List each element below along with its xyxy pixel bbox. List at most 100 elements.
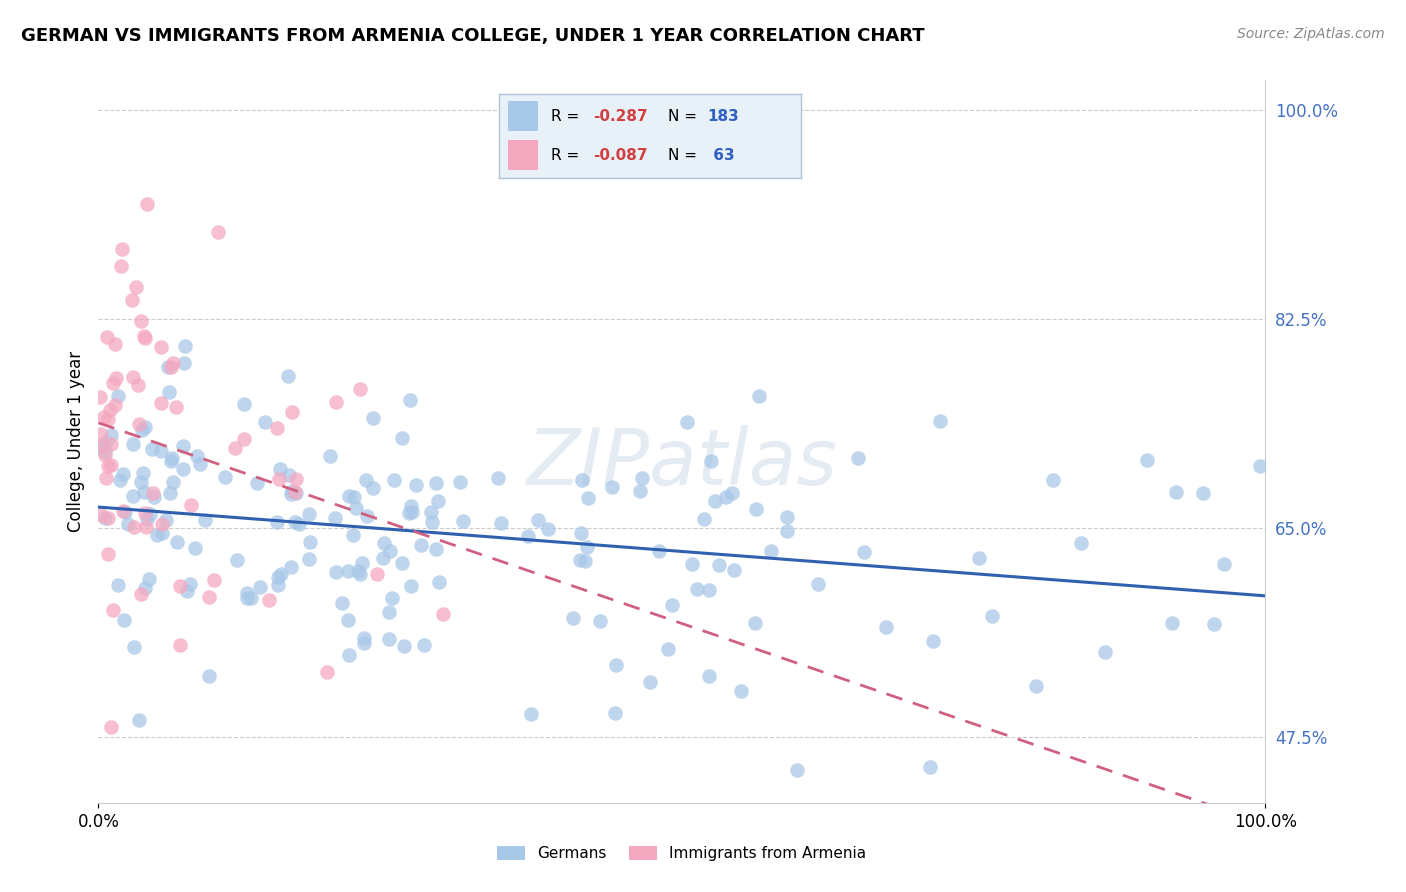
- Point: [648, 543, 671, 558]
- Point: [337, 489, 360, 503]
- Point: [748, 388, 770, 402]
- Point: [165, 401, 187, 415]
- Point: [138, 572, 160, 586]
- Point: [280, 486, 302, 500]
- Point: [149, 444, 172, 458]
- Point: [918, 759, 941, 773]
- Point: [346, 564, 368, 578]
- Point: [157, 359, 180, 374]
- Point: [1025, 679, 1047, 693]
- Point: [90, 426, 112, 441]
- Point: [136, 512, 159, 526]
- Point: [184, 541, 207, 556]
- Point: [1249, 458, 1271, 473]
- Point: [246, 475, 269, 490]
- Point: [380, 544, 402, 558]
- Point: [361, 481, 384, 495]
- Point: [166, 534, 188, 549]
- Point: [1094, 645, 1116, 659]
- Point: [776, 509, 799, 524]
- Point: [90, 508, 112, 522]
- Point: [356, 508, 378, 523]
- Point: [117, 517, 139, 532]
- Point: [97, 411, 120, 425]
- Point: [97, 458, 120, 473]
- Point: [337, 648, 360, 662]
- Point: [298, 507, 321, 521]
- Point: [162, 356, 184, 370]
- Point: [571, 473, 593, 487]
- Point: [285, 472, 308, 486]
- Point: [373, 536, 395, 550]
- Point: [661, 598, 683, 612]
- Point: [1160, 615, 1182, 630]
- Point: [194, 513, 217, 527]
- Point: [176, 583, 198, 598]
- Point: [657, 642, 679, 657]
- Point: [316, 665, 339, 680]
- Point: [207, 225, 229, 239]
- Point: [921, 634, 943, 648]
- Point: [574, 554, 596, 568]
- Point: [132, 466, 155, 480]
- Point: [697, 583, 720, 598]
- Point: [382, 473, 405, 487]
- Text: -0.087: -0.087: [593, 147, 647, 162]
- Point: [349, 382, 371, 396]
- Point: [142, 486, 165, 500]
- Point: [716, 490, 738, 504]
- Point: [675, 415, 697, 429]
- Point: [399, 392, 422, 407]
- Point: [336, 564, 359, 578]
- Point: [693, 512, 716, 526]
- Point: [131, 423, 153, 437]
- Point: [353, 632, 375, 646]
- Point: [517, 529, 540, 543]
- Point: [101, 603, 124, 617]
- Point: [143, 490, 166, 504]
- Point: [249, 580, 271, 594]
- Point: [122, 640, 145, 654]
- Point: [378, 632, 401, 647]
- Point: [1070, 535, 1092, 549]
- Point: [111, 242, 134, 256]
- Point: [270, 567, 292, 582]
- Point: [122, 437, 145, 451]
- Point: [180, 498, 202, 512]
- Point: [150, 340, 173, 354]
- Point: [425, 475, 447, 490]
- Point: [361, 411, 384, 425]
- Text: GERMAN VS IMMIGRANTS FROM ARMENIA COLLEGE, UNDER 1 YEAR CORRELATION CHART: GERMAN VS IMMIGRANTS FROM ARMENIA COLLEG…: [21, 27, 925, 45]
- Point: [267, 472, 290, 486]
- Point: [354, 473, 377, 487]
- Point: [121, 293, 143, 307]
- Point: [697, 669, 720, 683]
- Point: [266, 421, 288, 435]
- FancyBboxPatch shape: [508, 102, 538, 131]
- Point: [169, 639, 191, 653]
- Point: [605, 706, 627, 721]
- Point: [141, 442, 163, 456]
- Point: [214, 470, 236, 484]
- Point: [186, 450, 208, 464]
- Point: [411, 538, 433, 552]
- Point: [100, 436, 122, 450]
- Point: [730, 684, 752, 698]
- Point: [928, 414, 950, 428]
- Point: [449, 475, 471, 489]
- Point: [330, 596, 353, 610]
- Point: [150, 525, 173, 540]
- Point: [425, 541, 447, 556]
- Point: [298, 535, 321, 549]
- Point: [284, 486, 307, 500]
- Point: [807, 577, 830, 591]
- Point: [578, 491, 600, 506]
- Point: [589, 614, 612, 628]
- Text: ZIPatlas: ZIPatlas: [526, 425, 838, 501]
- Point: [236, 591, 259, 605]
- Point: [197, 590, 219, 604]
- Point: [127, 377, 149, 392]
- Point: [786, 763, 808, 777]
- Text: Source: ZipAtlas.com: Source: ZipAtlas.com: [1237, 27, 1385, 41]
- Point: [112, 467, 135, 482]
